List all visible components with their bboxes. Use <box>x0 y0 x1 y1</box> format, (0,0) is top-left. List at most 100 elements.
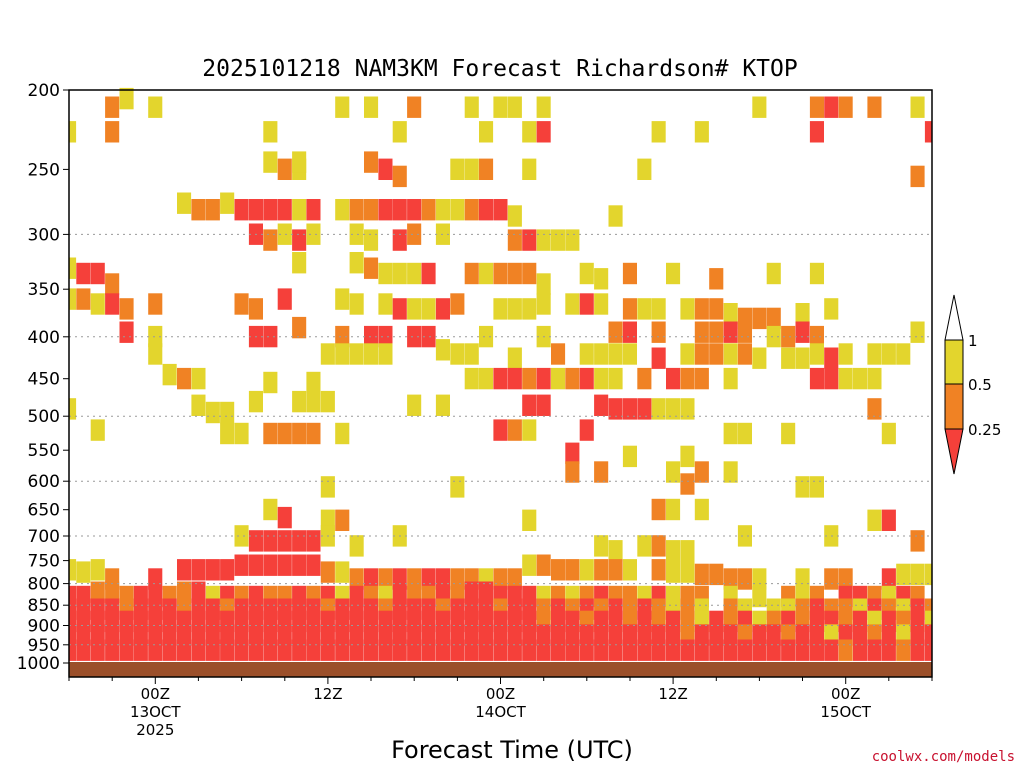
ri-cell <box>148 568 163 590</box>
ri-cell <box>579 343 594 365</box>
ri-cell <box>737 568 752 590</box>
ri-cell <box>220 401 235 424</box>
ri-cell <box>464 343 479 365</box>
ri-cell <box>795 303 810 325</box>
ri-cell <box>105 639 120 661</box>
ri-cell <box>435 298 450 320</box>
ri-cell <box>924 610 932 633</box>
ri-cell <box>392 229 407 251</box>
ri-cell <box>752 96 767 118</box>
ri-cell <box>608 367 623 390</box>
ri-cell <box>148 325 163 348</box>
ri-cell <box>680 561 695 583</box>
ri-cell <box>694 298 709 320</box>
ri-cell <box>407 223 422 245</box>
ri-cell <box>622 343 637 365</box>
ri-cell <box>579 639 594 661</box>
ri-cell <box>565 461 580 483</box>
ri-cell <box>565 293 580 315</box>
ri-cell <box>90 559 105 581</box>
ri-cell <box>910 639 925 661</box>
ri-cell <box>809 325 824 348</box>
ri-cell <box>752 347 767 369</box>
ri-cell <box>594 268 609 290</box>
ri-cell <box>651 121 666 143</box>
ri-cell <box>594 559 609 581</box>
ri-cell <box>680 445 695 468</box>
ri-cell <box>277 554 292 576</box>
ri-cell <box>306 530 321 552</box>
ri-cell <box>248 298 263 320</box>
ri-cell <box>881 343 896 365</box>
ri-cell <box>191 199 206 221</box>
ri-cell <box>364 325 379 348</box>
ri-cell <box>565 229 580 251</box>
ri-cell <box>277 158 292 180</box>
ri-cell <box>421 199 436 221</box>
ri-cell <box>522 394 537 416</box>
ri-cell <box>292 199 307 221</box>
ri-cell <box>177 367 192 390</box>
ri-cell <box>536 394 551 416</box>
ri-cell <box>105 121 120 143</box>
ri-cell <box>464 367 479 390</box>
ri-cell <box>651 398 666 420</box>
ri-cell <box>924 563 932 586</box>
ri-cell <box>723 568 738 590</box>
colorbar-legend: 0.25 0.5 1 <box>944 294 1001 475</box>
ri-cell <box>910 165 925 188</box>
ri-cell <box>392 199 407 221</box>
ri-cell <box>69 288 77 310</box>
ri-cell <box>522 639 537 661</box>
ri-cell <box>378 158 393 180</box>
ri-cell <box>608 639 623 661</box>
ri-cell <box>867 96 882 118</box>
legend-swatch <box>944 294 964 341</box>
ri-cell <box>464 639 479 661</box>
ri-cell <box>320 476 335 498</box>
ri-cell <box>809 96 824 118</box>
ri-cell <box>234 293 249 315</box>
ri-cell <box>536 229 551 251</box>
ri-cell <box>809 367 824 390</box>
ri-cell <box>479 158 494 180</box>
ri-cell <box>349 252 364 274</box>
ri-cell <box>594 293 609 315</box>
ri-cell <box>479 367 494 390</box>
ri-cell <box>493 568 508 590</box>
ri-cell <box>694 121 709 143</box>
ri-cell <box>306 199 321 221</box>
ri-cell <box>551 559 566 581</box>
ri-cell <box>349 535 364 557</box>
ri-cell <box>795 639 810 661</box>
ri-cell <box>795 568 810 590</box>
ri-cell <box>867 398 882 420</box>
ri-cell <box>924 624 932 646</box>
ri-cell <box>479 581 494 603</box>
y-tick-label: 850 <box>28 596 60 616</box>
ri-cell <box>536 554 551 576</box>
ri-cell <box>248 639 263 661</box>
y-tick-label: 550 <box>28 441 60 461</box>
ri-cell <box>737 525 752 547</box>
ri-cell <box>666 540 681 562</box>
ri-cell <box>594 394 609 416</box>
ri-cell <box>493 199 508 221</box>
ri-cell <box>263 530 278 552</box>
x-tick-label: 15OCT <box>820 703 871 721</box>
ri-cell <box>191 639 206 661</box>
ri-cell <box>608 205 623 227</box>
legend-swatch <box>944 339 964 385</box>
ri-cell <box>666 367 681 390</box>
ri-cell <box>608 559 623 581</box>
ri-cell <box>335 96 350 118</box>
ri-cell <box>378 639 393 661</box>
ri-cell <box>435 199 450 221</box>
ri-cell <box>522 262 537 285</box>
ri-cell <box>421 325 436 348</box>
ri-cell <box>407 262 422 285</box>
ri-cell <box>507 367 522 390</box>
ri-cell <box>579 367 594 390</box>
ri-cell <box>507 229 522 251</box>
ri-cell <box>709 298 724 320</box>
